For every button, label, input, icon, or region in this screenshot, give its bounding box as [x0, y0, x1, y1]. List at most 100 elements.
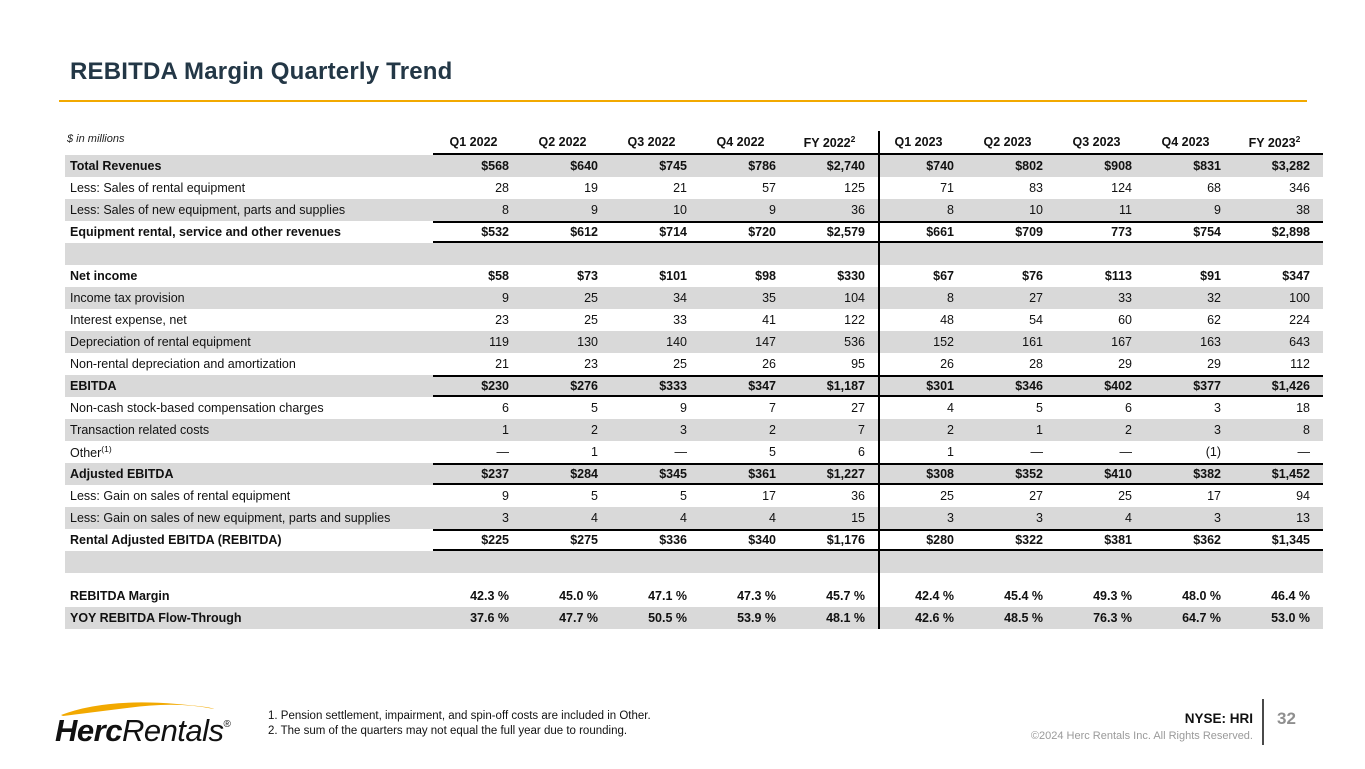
value-cell-r21-c3: 47.1 % [648, 589, 687, 603]
value-cell-r21-c10: 46.4 % [1271, 589, 1310, 603]
value-cell-r1-c1: $568 [481, 159, 509, 173]
value-cell-r10-c6: 26 [940, 357, 954, 371]
value-cell-r22-c8: 76.3 % [1093, 611, 1132, 625]
value-cell-r15-c6: $308 [926, 467, 954, 481]
value-cell-r1-c9: $831 [1193, 159, 1221, 173]
registered-mark: ® [223, 719, 231, 730]
value-cell-r18-c10: $1,345 [1271, 533, 1310, 547]
value-cell-r4-c2: $612 [570, 225, 598, 239]
value-cell-r7-c6: 8 [947, 291, 954, 305]
value-cell-r11-c7: $346 [1015, 379, 1043, 393]
table-row: Total Revenues $568 $640 $745 $786 $2,740 $740… [65, 155, 1323, 177]
row-label: Non-rental depreciation and amortization [70, 357, 296, 371]
value-cell-r7-c8: 33 [1118, 291, 1132, 305]
value-cell-r21-c7: 45.4 % [1004, 589, 1043, 603]
value-cell-r16-c10: 94 [1296, 489, 1310, 503]
value-cell-r13-c5: 7 [858, 423, 865, 437]
value-cell-r4-c6: $661 [926, 225, 954, 239]
table-row: Net income $58 $73 $101 $98 $330 $67 $76 $113 $91… [65, 265, 1323, 287]
column-header-5: FY 20222 [803, 133, 856, 151]
table-header-row: Q1 2022 Q2 2022 Q3 2022 Q4 2022 FY 20222 Q1 2… [65, 131, 1323, 155]
value-cell-r6-c3: $101 [659, 269, 687, 283]
value-cell-r17-c1: 3 [502, 511, 509, 525]
value-cell-r12-c1: 6 [502, 401, 509, 415]
value-cell-r17-c3: 4 [680, 511, 687, 525]
value-cell-r14-c4: 5 [769, 445, 776, 459]
value-cell-r12-c5: 27 [851, 401, 865, 415]
value-cell-r9-c1: 119 [489, 335, 509, 349]
row-label: Rental Adjusted EBITDA (REBITDA) [70, 533, 282, 547]
value-cell-r11-c10: $1,426 [1271, 379, 1310, 393]
value-cell-r14-c3: — [674, 445, 688, 459]
row-label: Less: Gain on sales of new equipment, pa… [70, 511, 391, 525]
herc-rentals-logo: HercRentals® [55, 700, 255, 752]
value-cell-r17-c5: 15 [851, 511, 865, 525]
title-underline [59, 100, 1307, 102]
value-cell-r3-c8: 11 [1119, 203, 1132, 217]
value-cell-r6-c9: $91 [1200, 269, 1221, 283]
row-label: EBITDA [70, 379, 117, 393]
value-cell-r13-c7: 1 [1036, 423, 1043, 437]
value-cell-r15-c7: $352 [1015, 467, 1043, 481]
value-cell-r4-c3: $714 [659, 225, 687, 239]
value-cell-r9-c5: 536 [844, 335, 865, 349]
column-header-3: Q3 2022 [627, 135, 676, 149]
table-row: YOY REBITDA Flow-Through 37.6 % 47.7 % 50.5… [65, 607, 1323, 629]
value-cell-r15-c10: $1,452 [1271, 467, 1310, 481]
value-cell-r2-c9: 68 [1207, 181, 1221, 195]
value-cell-r10-c2: 23 [584, 357, 598, 371]
value-cell-r14-c2: 1 [591, 445, 598, 459]
value-cell-r11-c6: $301 [926, 379, 954, 393]
value-cell-r12-c9: 3 [1214, 401, 1221, 415]
logo-rentals-text: Rentals [121, 713, 224, 748]
value-cell-r22-c5: 48.1 % [826, 611, 865, 625]
value-cell-r1-c8: $908 [1104, 159, 1132, 173]
table-spacer-row [65, 551, 1323, 573]
value-cell-r18-c7: $322 [1015, 533, 1043, 547]
value-cell-r11-c4: $347 [748, 379, 776, 393]
value-cell-r8-c2: 25 [584, 313, 598, 327]
value-cell-r14-c9: (1) [1205, 445, 1221, 459]
value-cell-r6-c6: $67 [933, 269, 954, 283]
value-cell-r1-c3: $745 [659, 159, 687, 173]
row-values: 6 5 9 7 27 4 5 6 3 18 [433, 397, 1323, 419]
value-cell-r7-c9: 32 [1207, 291, 1221, 305]
row-label: YOY REBITDA Flow-Through [70, 611, 242, 625]
value-cell-r16-c6: 25 [940, 489, 954, 503]
value-cell-r15-c4: $361 [748, 467, 776, 481]
value-cell-r10-c5: 95 [851, 357, 865, 371]
row-values: 42.3 % 45.0 % 47.1 % 47.3 % 45.7 % 42.4 % 45.4… [433, 585, 1323, 607]
value-cell-r22-c3: 50.5 % [648, 611, 687, 625]
page-number: 32 [1277, 709, 1296, 728]
value-cell-r8-c9: 62 [1207, 313, 1221, 327]
value-cell-r8-c1: 23 [495, 313, 509, 327]
value-cell-r12-c6: 4 [947, 401, 954, 415]
row-values: 28 19 21 57 125 71 83 124 68 346 [433, 177, 1323, 199]
value-cell-r16-c7: 27 [1029, 489, 1043, 503]
value-cell-r18-c3: $336 [659, 533, 687, 547]
value-cell-r10-c1: 21 [495, 357, 509, 371]
value-cell-r8-c4: 41 [762, 313, 776, 327]
value-cell-r13-c4: 2 [769, 423, 776, 437]
value-cell-r6-c8: $113 [1104, 269, 1132, 283]
value-cell-r7-c5: 104 [844, 291, 865, 305]
table-row: Less: Sales of rental equipment 28 19 21 57 1… [65, 177, 1323, 199]
value-cell-r7-c4: 35 [762, 291, 776, 305]
column-header-8: Q3 2023 [1072, 135, 1121, 149]
value-cell-r16-c4: 17 [762, 489, 776, 503]
value-cell-r3-c2: 9 [591, 203, 598, 217]
year-divider-line [878, 131, 880, 629]
value-cell-r18-c4: $340 [748, 533, 776, 547]
row-label: REBITDA Margin [70, 589, 170, 603]
row-label: Less: Sales of rental equipment [70, 181, 246, 195]
value-cell-r13-c9: 3 [1214, 423, 1221, 437]
value-cell-r3-c6: 8 [947, 203, 954, 217]
value-cell-r18-c1: $225 [481, 533, 509, 547]
logo-wordmark: HercRentals® [55, 713, 231, 749]
value-cell-r22-c7: 48.5 % [1004, 611, 1043, 625]
column-header-7: Q2 2023 [983, 135, 1032, 149]
value-cell-r15-c5: $1,227 [826, 467, 865, 481]
row-label: Transaction related costs [70, 423, 210, 437]
value-cell-r2-c1: 28 [495, 181, 509, 195]
value-cell-r7-c10: 100 [1289, 291, 1310, 305]
